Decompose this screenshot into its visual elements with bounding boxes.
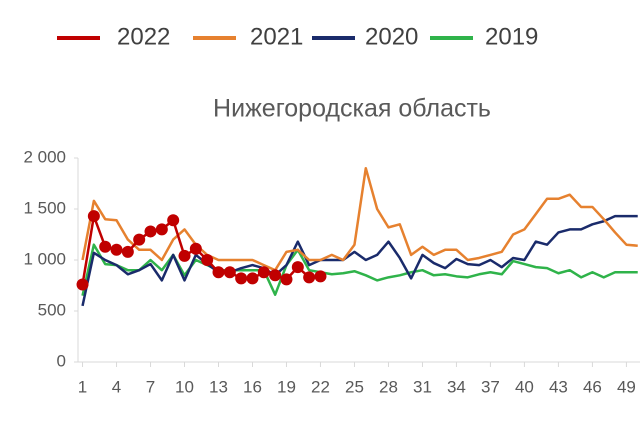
data-point xyxy=(87,210,100,223)
data-point xyxy=(178,249,191,262)
data-point xyxy=(303,271,316,284)
data-point xyxy=(314,270,327,283)
data-point xyxy=(121,245,134,258)
x-tick-label: 7 xyxy=(146,377,155,396)
data-point xyxy=(235,272,248,285)
data-point xyxy=(291,261,304,274)
x-tick-label: 1 xyxy=(78,377,87,396)
x-tick-label: 13 xyxy=(209,377,228,396)
x-tick-label: 46 xyxy=(583,377,602,396)
x-tick-label: 4 xyxy=(112,377,121,396)
data-point xyxy=(99,240,112,253)
y-tick-label: 1 000 xyxy=(23,249,66,268)
x-tick-label: 31 xyxy=(413,377,432,396)
y-tick-label: 1 500 xyxy=(23,198,66,217)
y-tick-label: 2 000 xyxy=(23,147,66,166)
data-point xyxy=(212,266,225,279)
series-line xyxy=(81,166,638,272)
data-point xyxy=(223,266,236,279)
data-point xyxy=(257,266,270,279)
data-point xyxy=(144,225,157,238)
data-point xyxy=(189,242,202,255)
data-point xyxy=(269,269,282,282)
x-tick-label: 49 xyxy=(617,377,636,396)
data-point xyxy=(133,233,146,246)
x-tick-label: 16 xyxy=(243,377,262,396)
data-point xyxy=(201,254,214,266)
legend: 2022 2021 2020 2019 xyxy=(57,23,538,50)
legend-label: 2019 xyxy=(485,23,538,50)
legend-label: 2022 xyxy=(117,23,170,50)
data-point xyxy=(76,278,89,291)
x-tick-label: 10 xyxy=(175,377,194,396)
legend-label: 2021 xyxy=(250,23,303,50)
y-tick-label: 500 xyxy=(38,300,66,319)
x-tick-label: 43 xyxy=(549,377,568,396)
x-tick-label: 37 xyxy=(481,377,500,396)
x-tick-label: 22 xyxy=(311,377,330,396)
chart-title: Нижегородская область xyxy=(213,95,491,123)
x-tick-label: 28 xyxy=(379,377,398,396)
data-point xyxy=(110,243,123,256)
x-tick-label: 25 xyxy=(345,377,364,396)
data-point xyxy=(280,273,293,286)
data-point xyxy=(246,272,259,285)
x-tick-label: 19 xyxy=(277,377,296,396)
legend-label: 2020 xyxy=(365,23,418,50)
series-line xyxy=(81,214,638,307)
x-tick-label: 34 xyxy=(447,377,466,396)
y-tick-label: 0 xyxy=(57,351,66,370)
data-point xyxy=(155,223,168,236)
x-tick-label: 40 xyxy=(515,377,534,396)
data-point xyxy=(167,214,180,227)
